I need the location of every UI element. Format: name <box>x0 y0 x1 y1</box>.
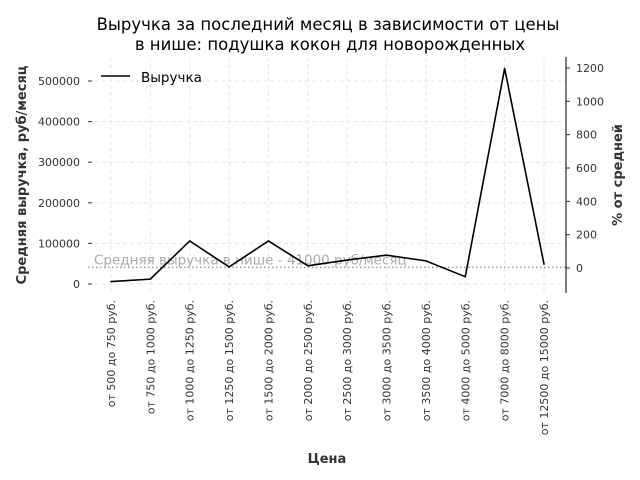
y-right-tick-label: 0 <box>576 262 583 275</box>
x-tick-label: от 4000 до 5000 руб. <box>459 300 472 421</box>
data-point <box>464 275 467 278</box>
data-point <box>346 259 348 261</box>
series-line-revenue <box>110 68 545 283</box>
x-tick-label: от 2500 до 3000 руб. <box>341 300 354 421</box>
x-tick-label: от 3500 до 4000 руб. <box>420 300 433 421</box>
x-tick-label: от 750 до 1000 руб. <box>144 300 157 414</box>
data-point <box>267 240 270 242</box>
y-axis-right-label: % от средней <box>611 124 626 226</box>
data-point <box>188 240 191 242</box>
y-tick-label: 0 <box>73 278 80 291</box>
x-tick-label: от 7000 до 8000 руб. <box>499 300 512 421</box>
data-point <box>503 67 506 70</box>
y-tick-label: 100000 <box>38 237 80 250</box>
y-tick-label: 400000 <box>38 116 80 129</box>
y-tick-label: 200000 <box>38 197 80 210</box>
chart-title: Выручка за последний месяц в зависимости… <box>97 15 560 34</box>
legend-label: Выручка <box>141 70 202 86</box>
data-point <box>385 254 388 256</box>
data-point <box>307 264 309 267</box>
y-right-tick-label: 600 <box>576 162 597 175</box>
data-point <box>149 278 152 280</box>
data-point <box>425 260 427 262</box>
x-tick-label: от 3000 до 3500 руб. <box>381 300 394 421</box>
x-axis-label: Цена <box>308 452 347 467</box>
average-label: Средняя выручка в нише - 41000 руб/месяц <box>94 252 407 268</box>
x-tick-label: от 1500 до 2000 руб. <box>262 300 275 421</box>
data-point <box>228 266 230 268</box>
x-tick-label: от 1000 до 1250 руб. <box>184 300 197 421</box>
y-right-tick-label: 200 <box>576 229 597 242</box>
x-tick-label: от 1250 до 1500 руб. <box>223 300 236 421</box>
x-tick-label: от 500 до 750 руб. <box>105 300 118 407</box>
y-right-tick-label: 400 <box>576 195 597 208</box>
y-right-tick-label: 800 <box>576 129 597 142</box>
y-tick-label: 300000 <box>38 156 80 169</box>
data-point <box>543 263 545 265</box>
data-point <box>110 280 112 283</box>
y-tick-label: 500000 <box>38 75 80 88</box>
y-right-tick-label: 1000 <box>576 95 604 108</box>
x-tick-label: от 2000 до 2500 руб. <box>302 300 315 421</box>
x-tick-label: от 12500 до 15000 руб. <box>538 300 551 435</box>
chart-title-line2: в нише: подушка кокон для новорожденных <box>135 35 526 54</box>
y-right-tick-label: 1200 <box>576 62 604 75</box>
y-axis-label: Средняя выручка, руб/месяц <box>15 65 30 284</box>
legend: Выручка <box>101 70 202 86</box>
